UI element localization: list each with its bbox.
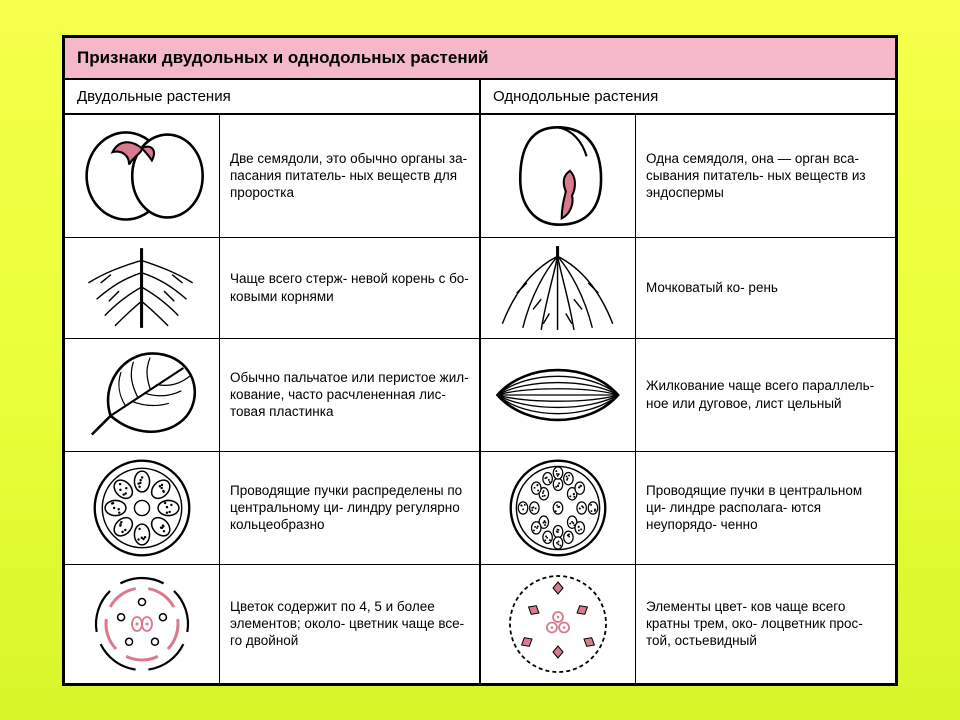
col-header-right: Однодольные растения (481, 80, 895, 113)
cell-text: Цветок содержит по 4, 5 и более элементо… (220, 592, 479, 656)
flower-4-5-icon (65, 565, 220, 683)
table-row: Две семядоли, это обычно органы за- паса… (65, 115, 895, 238)
scattered-bundles-icon (481, 452, 636, 564)
parallel-leaf-icon (481, 339, 636, 451)
fibrous-root-icon (481, 238, 636, 338)
cell-text: Обычно пальчатое или перистое жил- кован… (220, 363, 479, 427)
table-row: Обычно пальчатое или перистое жил- кован… (65, 339, 895, 452)
cell-text: Жилкование чаще всего параллель- ное или… (636, 371, 895, 418)
monocot-seed-icon (481, 115, 636, 237)
dicot-seed-icon (65, 115, 220, 237)
net-leaf-icon (65, 339, 220, 451)
tap-root-icon (65, 238, 220, 338)
table-row: Цветок содержит по 4, 5 и более элементо… (65, 565, 895, 683)
comparison-table: Признаки двудольных и однодольных растен… (62, 35, 898, 686)
cell-text: Одна семядоля, она — орган вса- сывания … (636, 144, 895, 208)
cell-text: Чаще всего стерж- невой корень с бо- ков… (220, 264, 479, 311)
table-header: Двудольные растения Однодольные растения (65, 80, 895, 115)
ring-bundles-icon (65, 452, 220, 564)
cell-text: Две семядоли, это обычно органы за- паса… (220, 144, 479, 208)
cell-text: Проводящие пучки распределены по централ… (220, 476, 479, 540)
cell-text: Элементы цвет- ков чаще всего кратны тре… (636, 592, 895, 656)
cell-text: Проводящие пучки в центральном ци- линдр… (636, 476, 895, 540)
table-row: Проводящие пучки распределены по централ… (65, 452, 895, 565)
table-title: Признаки двудольных и однодольных растен… (65, 38, 895, 80)
table-row: Чаще всего стерж- невой корень с бо- ков… (65, 238, 895, 339)
cell-text: Мочковатый ко- рень (636, 273, 895, 302)
col-header-left: Двудольные растения (65, 80, 481, 113)
flower-3-icon (481, 565, 636, 683)
